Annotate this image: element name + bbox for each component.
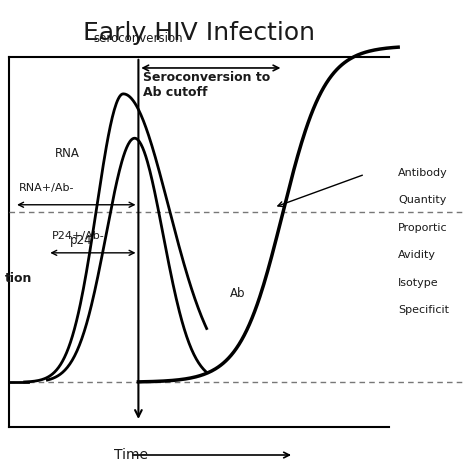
Text: Seroconversion to
Ab cutoff: Seroconversion to Ab cutoff xyxy=(143,71,270,99)
Text: P24+/Ab-: P24+/Ab- xyxy=(52,231,105,241)
Text: Antibody: Antibody xyxy=(398,168,448,178)
Text: tion: tion xyxy=(5,272,32,285)
Text: Quantity: Quantity xyxy=(398,195,447,205)
Text: seroconversion: seroconversion xyxy=(93,32,183,45)
Text: RNA+/Ab-: RNA+/Ab- xyxy=(19,183,74,193)
Text: Time: Time xyxy=(114,448,148,462)
Text: RNA: RNA xyxy=(55,147,80,160)
Text: Ab: Ab xyxy=(229,287,245,300)
Text: Isotype: Isotype xyxy=(398,278,439,288)
Text: Early HIV Infection: Early HIV Infection xyxy=(83,21,315,46)
Text: Proportic: Proportic xyxy=(398,223,448,233)
Text: Specificit: Specificit xyxy=(398,305,449,315)
Text: p24: p24 xyxy=(70,234,92,247)
Text: Avidity: Avidity xyxy=(398,250,436,260)
